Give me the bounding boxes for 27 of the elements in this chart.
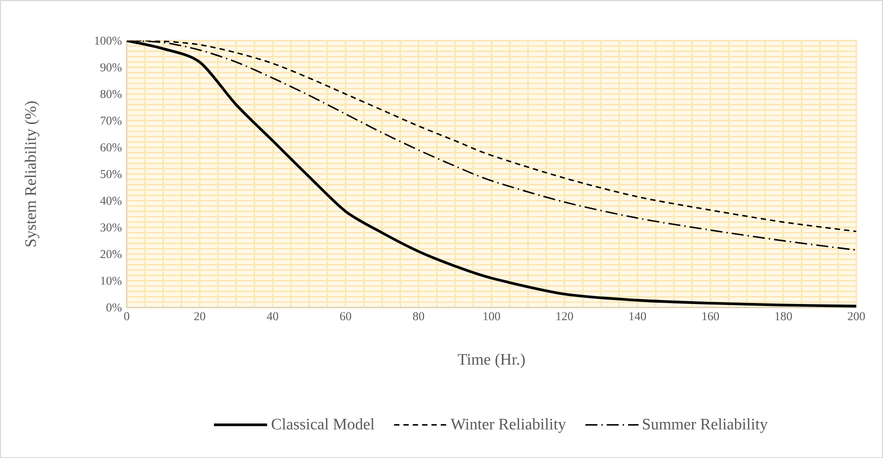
x-tick-label: 180 bbox=[775, 312, 792, 320]
y-tick-label: 90% bbox=[100, 63, 122, 72]
y-tick-label: 60% bbox=[100, 143, 122, 152]
legend-label: Summer Reliability bbox=[642, 418, 768, 433]
x-tick-label: 60 bbox=[340, 312, 352, 320]
x-tick-label: 80 bbox=[413, 312, 424, 320]
x-tick-label: 20 bbox=[194, 312, 206, 320]
x-tick-label: 120 bbox=[556, 312, 574, 320]
legend-label: Classical Model bbox=[272, 418, 374, 430]
x-tick-label: 160 bbox=[702, 312, 719, 320]
y-tick-label: 70% bbox=[100, 116, 122, 125]
y-tick-label: 0% bbox=[106, 303, 122, 312]
x-tick-label: 100 bbox=[484, 312, 500, 320]
y-tick-label: 30% bbox=[100, 223, 122, 232]
x-axis-title: Time (Hr.) bbox=[458, 353, 525, 368]
y-tick-label: 10% bbox=[101, 276, 122, 285]
legend-label: Winter Reliability bbox=[450, 418, 566, 433]
x-tick-label: 40 bbox=[266, 312, 278, 320]
x-tick-label: 0 bbox=[124, 312, 130, 320]
y-tick-label: 50% bbox=[100, 170, 122, 178]
y-tick-label: 80% bbox=[100, 90, 122, 98]
y-axis-title: System Reliability (%) bbox=[24, 101, 40, 246]
y-tick-label: 20% bbox=[100, 250, 122, 258]
y-tick-label: 40% bbox=[100, 196, 122, 205]
x-tick-label: 140 bbox=[629, 312, 646, 320]
y-tick-label: 100% bbox=[95, 36, 122, 45]
x-tick-label: 200 bbox=[848, 312, 865, 320]
